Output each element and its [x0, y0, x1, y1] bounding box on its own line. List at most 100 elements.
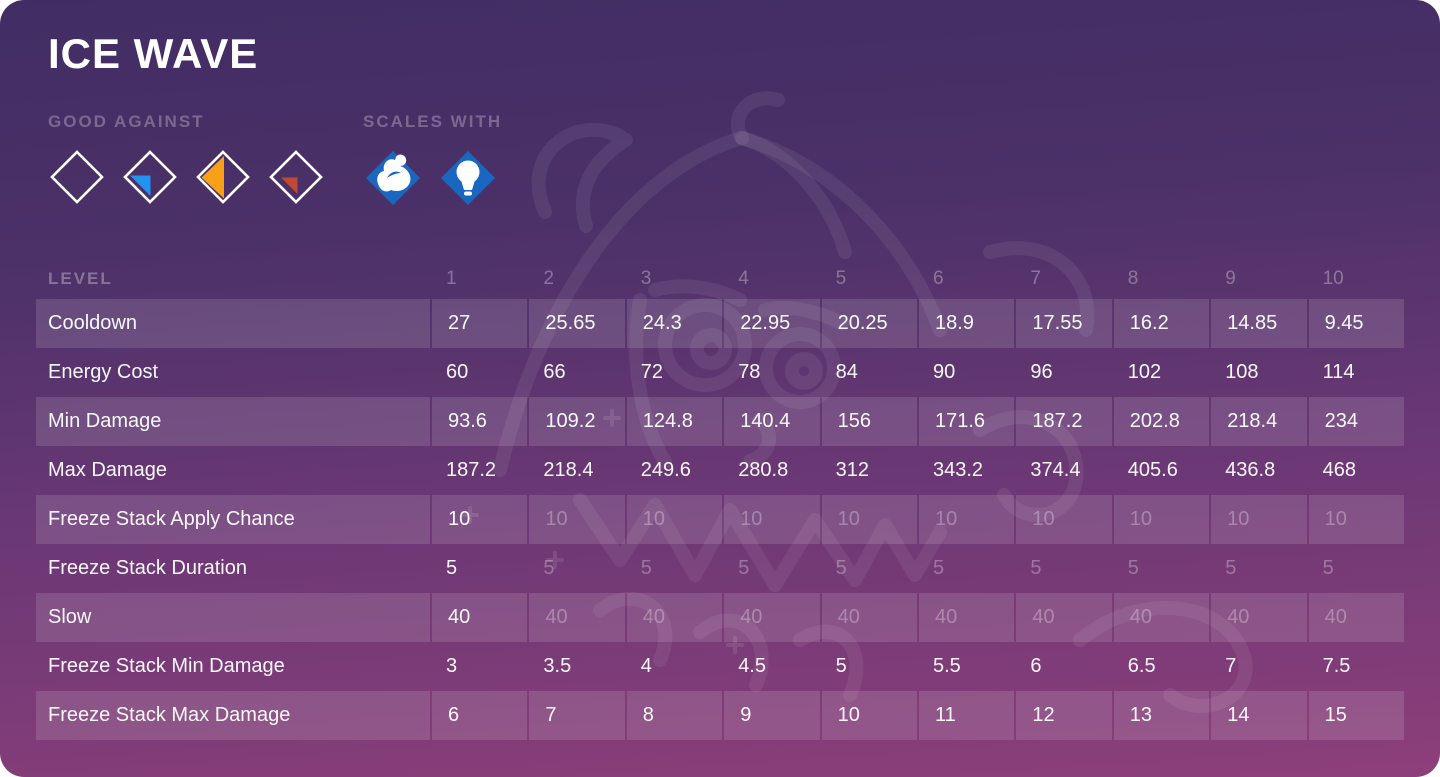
stat-value-cell: 66	[543, 361, 566, 383]
stat-value-cell: 10	[917, 495, 1015, 544]
stat-value-cell: 343.2	[933, 459, 984, 481]
table-row: Max Damage 187.2 218.4 249.6 280.8 312 343.2 3…	[36, 446, 1404, 495]
stat-value-cell: 18.9	[917, 299, 1015, 348]
stat-value-cell: 11	[917, 691, 1015, 740]
effectiveness-diamond-quarter-red-icon	[269, 150, 323, 204]
stat-value-cell: 109.2	[527, 397, 625, 446]
stat-value-cell: 5	[933, 557, 945, 579]
stat-value-cell: 5.5	[933, 655, 961, 677]
level-column-header: 1	[446, 267, 457, 289]
stat-value-cell: 4	[640, 655, 652, 677]
effectiveness-diamond-empty-icon	[50, 150, 104, 204]
scales-with-section: SCALES WITH	[363, 112, 502, 208]
good-against-label: GOOD AGAINST	[48, 112, 205, 131]
level-column-header: 9	[1225, 267, 1236, 289]
stat-value-cell: 40	[430, 593, 528, 642]
stat-value-cell: 10	[722, 495, 820, 544]
stat-value-cell: 78	[738, 361, 761, 383]
stat-name-label: Freeze Stack Max Damage	[36, 691, 430, 740]
stat-value-cell: 12	[1014, 691, 1112, 740]
stat-value-cell: 60	[446, 361, 469, 383]
stat-value-cell: 10	[625, 495, 723, 544]
stat-value-cell: 17.55	[1014, 299, 1112, 348]
stat-value-cell: 140.4	[722, 397, 820, 446]
stat-value-cell: 249.6	[640, 459, 691, 481]
stat-value-cell: 187.2	[1014, 397, 1112, 446]
stat-value-cell: 14.85	[1209, 299, 1307, 348]
stat-value-cell: 8	[625, 691, 723, 740]
stat-value-cell: 10	[1307, 495, 1404, 544]
stat-value-cell: 14	[1209, 691, 1307, 740]
stat-value-cell: 40	[722, 593, 820, 642]
level-column-header: 4	[738, 267, 749, 289]
effectiveness-diamond-quarter-blue-icon	[123, 150, 177, 204]
stat-value-cell: 10	[1209, 495, 1307, 544]
effectiveness-diamond-half-orange-icon	[196, 150, 250, 204]
stat-value-cell: 93.6	[430, 397, 528, 446]
stat-value-cell: 312	[835, 459, 869, 481]
stat-value-cell: 374.4	[1030, 459, 1081, 481]
table-row: Min Damage 93.6 109.2 124.8 140.4 156 171.6 18…	[36, 397, 1404, 446]
table-row: Energy Cost 60 66 72 78 84 90 96 102 108 114	[36, 348, 1404, 397]
stat-value-cell: 102	[1127, 361, 1162, 383]
level-column-header: 6	[933, 267, 944, 289]
stat-value-cell: 84	[835, 361, 858, 383]
table-row: Freeze Stack Apply Chance 10 10 10 10 10 10 10…	[36, 495, 1404, 544]
stat-value-cell: 108	[1225, 361, 1259, 383]
stat-value-cell: 171.6	[917, 397, 1015, 446]
stat-value-cell: 22.95	[722, 299, 820, 348]
stat-value-cell: 124.8	[625, 397, 723, 446]
stat-name-label: Freeze Stack Min Damage	[48, 655, 285, 677]
stat-value-cell: 10	[1112, 495, 1210, 544]
stat-name-label: Freeze Stack Apply Chance	[36, 495, 430, 544]
stat-value-cell: 90	[933, 361, 956, 383]
stat-value-cell: 10	[820, 691, 917, 740]
stat-name-label: Slow	[36, 593, 430, 642]
stat-value-cell: 40	[1112, 593, 1210, 642]
level-column-header: 3	[640, 267, 652, 289]
stat-value-cell: 40	[625, 593, 723, 642]
stat-value-cell: 10	[527, 495, 625, 544]
level-column-header: 8	[1127, 267, 1139, 289]
stat-value-cell: 218.4	[1209, 397, 1307, 446]
stat-value-cell: 6	[1030, 655, 1042, 677]
stat-value-cell: 10	[820, 495, 917, 544]
level-header-label: LEVEL	[48, 268, 113, 288]
stat-value-cell: 114	[1322, 361, 1355, 383]
stat-value-cell: 27	[430, 299, 528, 348]
stat-value-cell: 7	[1225, 655, 1237, 677]
stat-value-cell: 468	[1322, 459, 1356, 481]
stat-value-cell: 40	[527, 593, 625, 642]
stat-value-cell: 156	[820, 397, 917, 446]
stat-value-cell: 218.4	[543, 459, 594, 481]
stat-value-cell: 15	[1307, 691, 1404, 740]
stat-value-cell: 24.3	[625, 299, 723, 348]
stat-value-cell: 202.8	[1112, 397, 1210, 446]
stat-value-cell: 5	[1322, 557, 1334, 579]
stat-value-cell: 9	[722, 691, 820, 740]
stat-name-label: Cooldown	[36, 299, 430, 348]
good-against-icons	[48, 148, 325, 206]
table-row: Slow 40 40 40 40 40 40 40 40 40 40	[36, 593, 1404, 642]
scales-with-icons	[363, 148, 502, 208]
stat-value-cell: 436.8	[1225, 459, 1276, 481]
stat-value-cell: 5	[835, 557, 847, 579]
stat-value-cell: 10	[430, 495, 528, 544]
level-column-header: 2	[543, 267, 554, 289]
stat-value-cell: 40	[1307, 593, 1404, 642]
stat-value-cell: 5	[1225, 557, 1237, 579]
ability-power-lightbulb-icon	[441, 151, 495, 205]
stat-value-cell: 96	[1030, 361, 1053, 383]
stat-value-cell: 40	[1209, 593, 1307, 642]
level-column-header: 7	[1030, 267, 1041, 289]
stat-value-cell: 5	[738, 557, 750, 579]
stat-value-cell: 6	[430, 691, 528, 740]
stat-name-label: Freeze Stack Duration	[48, 557, 247, 579]
stat-value-cell: 7.5	[1322, 655, 1351, 677]
table-row: Freeze Stack Min Damage 3 3.5 4 4.5 5 5.5 6 6.5…	[36, 642, 1404, 691]
stat-value-cell: 13	[1112, 691, 1210, 740]
level-column-header: 10	[1322, 267, 1344, 289]
stat-name-label: Min Damage	[36, 397, 430, 446]
table-row: Freeze Stack Max Damage 6 7 8 9 10 11 12 13 14 15	[36, 691, 1404, 740]
